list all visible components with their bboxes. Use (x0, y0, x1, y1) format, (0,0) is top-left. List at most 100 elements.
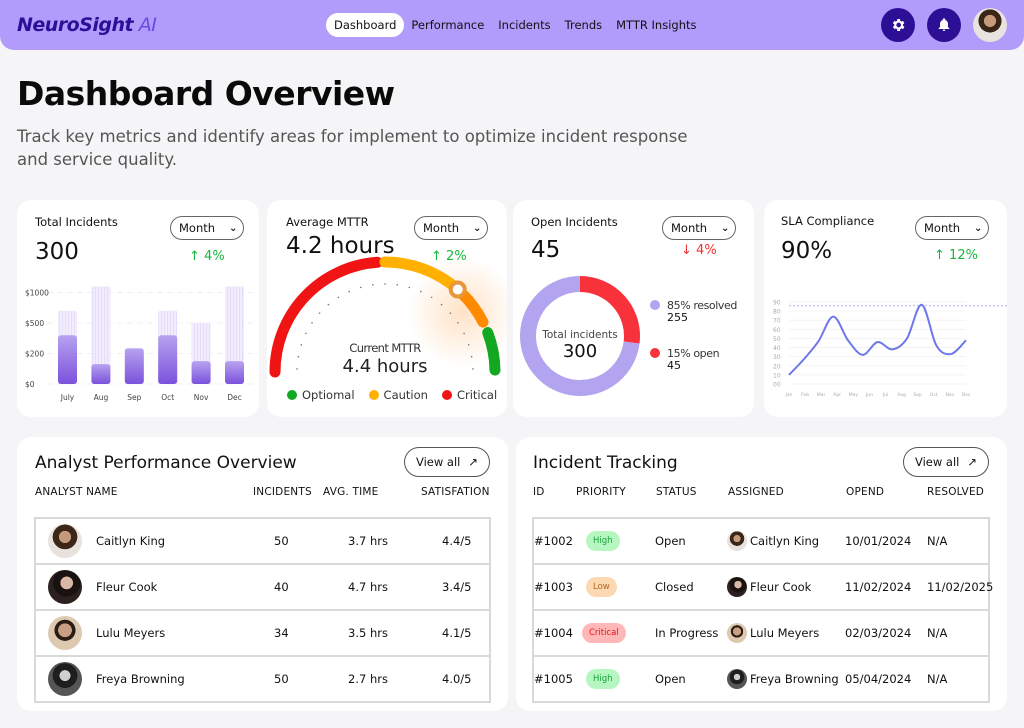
brand-name: NeuroSight (17, 14, 134, 36)
table-row[interactable]: Fleur Cook 40 4.7 hrs 3.4/5 (36, 565, 489, 609)
delta-value: 12% (949, 248, 978, 263)
open-incidents-donut: Total incidents 300 85% resolved 255 15%… (520, 276, 737, 396)
column-header[interactable]: ASSIGNED (728, 486, 784, 498)
arrow-up-icon: ↑ (934, 248, 945, 263)
column-header[interactable]: STATUS (656, 486, 697, 498)
gauge-tick (408, 286, 411, 289)
card-value: 4.2 hours (286, 233, 395, 259)
settings-button[interactable] (881, 8, 915, 42)
sla-line-chart: 00 10 20 30 40 50 60 70 80 90 Jan Feb Mar Apr May Jun Ju… (773, 300, 1007, 398)
bar (91, 364, 111, 384)
column-header[interactable]: SATISFATION (421, 486, 490, 498)
incident-status: Open (655, 534, 686, 548)
card-value: 300 (35, 239, 79, 265)
legend-resolved-value: 255 (667, 311, 688, 324)
gauge-tick (296, 368, 298, 370)
section-title: Analyst Performance Overview (35, 453, 297, 473)
resolved-date: N/A (927, 672, 948, 686)
nav-incidents[interactable]: Incidents (498, 18, 551, 32)
arrow-up-right-icon: ↗ (468, 455, 479, 469)
notifications-button[interactable] (927, 8, 961, 42)
legend-label: Caution (383, 388, 428, 402)
bar-background (91, 286, 111, 384)
nav-trends[interactable]: Trends (564, 18, 603, 32)
satisfaction: 4.4/5 (442, 534, 472, 548)
satisfaction: 4.1/5 (442, 626, 472, 640)
incidents-bar-chart: $0 $200 $500 $1000 July Aug Sep Oct Nov Dec (25, 286, 253, 402)
column-header[interactable]: ANALYST NAME (35, 486, 118, 498)
view-all-analysts-button[interactable]: View all ↗ (404, 447, 490, 477)
y-tick-label: 60 (773, 327, 781, 334)
x-tick-label: Sep (913, 392, 922, 398)
assignee-name: Lulu Meyers (750, 626, 820, 640)
period-dropdown[interactable]: Month ⌄ (915, 216, 989, 240)
satisfaction: 3.4/5 (442, 580, 472, 594)
period-dropdown[interactable]: Month ⌄ (662, 216, 736, 240)
incident-table: #1002 High Open Caitlyn King 10/01/2024 … (532, 517, 993, 703)
brand-logo[interactable]: NeuroSight AI (17, 14, 157, 36)
legend-item-critical: Critical (441, 388, 497, 402)
incident-id: #1002 (534, 534, 573, 548)
table-row[interactable]: #1005 High Open Freya Browning 05/04/202… (534, 657, 988, 701)
avg-time: 4.7 hrs (348, 580, 388, 594)
card-value: 45 (531, 237, 561, 263)
column-header[interactable]: OPEND (846, 486, 885, 498)
bar (191, 361, 211, 384)
bar (58, 335, 77, 384)
table-row[interactable]: Freya Browning 50 2.7 hrs 4.0/5 (36, 657, 489, 701)
card-title: Open Incidents (531, 215, 618, 229)
gauge-marker (448, 280, 467, 299)
card-value: 90% (781, 238, 833, 264)
legend-dot (441, 390, 452, 400)
chevron-down-icon: ⌄ (721, 222, 730, 234)
column-header[interactable]: RESOLVED (927, 486, 985, 498)
gauge-segment-caution (379, 256, 462, 294)
gauge-tick (305, 332, 307, 335)
gauge-tick (396, 284, 399, 286)
nav-dashboard[interactable]: Dashboard (326, 13, 405, 37)
column-header[interactable]: PRIORITY (576, 486, 626, 498)
legend-dot (287, 390, 297, 400)
bar (225, 361, 244, 384)
column-header[interactable]: AVG. TIME (323, 486, 379, 498)
gauge-tick (457, 321, 459, 324)
x-tick-label: May (849, 392, 859, 398)
arrow-up-right-icon: ↗ (967, 455, 978, 469)
x-tick-label: Sep (127, 393, 141, 402)
period-dropdown[interactable]: Month ⌄ (170, 216, 244, 240)
view-all-incidents-button[interactable]: View all ↗ (903, 447, 989, 477)
column-header[interactable]: INCIDENTS (253, 486, 312, 498)
x-tick-label: Aug (897, 392, 906, 398)
user-avatar[interactable] (973, 8, 1007, 42)
avatar (727, 531, 747, 551)
gauge-tick (318, 312, 321, 314)
incident-status: Closed (655, 580, 694, 594)
y-tick-label: 70 (773, 318, 781, 325)
legend-open-label: 15% open (667, 347, 720, 360)
table-row[interactable]: #1003 Low Closed Fleur Cook 11/02/2024 1… (534, 565, 993, 609)
table-row[interactable]: #1002 High Open Caitlyn King 10/01/2024 … (534, 519, 988, 563)
gauge-tick (297, 355, 300, 358)
period-dropdown[interactable]: Month ⌄ (414, 216, 488, 240)
table-row[interactable]: Caitlyn King 50 3.7 hrs 4.4/5 (36, 519, 489, 563)
opened-date: 05/04/2024 (845, 672, 912, 686)
analyst-performance-panel: Analyst Performance Overview View all ↗ A… (17, 437, 508, 711)
gauge-glow (408, 257, 507, 367)
column-header[interactable]: ID (533, 486, 545, 498)
nav-mttr-insights[interactable]: MTTR Insights (616, 18, 697, 32)
gauge-center-value: 4.4 hours (343, 356, 428, 377)
donut-slice-open (579, 276, 640, 344)
x-tick-label: Dec (962, 392, 971, 398)
table-row[interactable]: Lulu Meyers 34 3.5 hrs 4.1/5 (36, 611, 489, 655)
incident-status: In Progress (655, 626, 719, 640)
gauge-tick (470, 355, 473, 358)
assignee-name: Freya Browning (750, 672, 839, 686)
satisfaction: 4.0/5 (442, 672, 472, 686)
opened-date: 11/02/2024 (845, 580, 912, 594)
donut-slice-resolved (520, 276, 640, 396)
nav-performance[interactable]: Performance (411, 18, 485, 32)
period-label: Month (179, 221, 216, 235)
table-row[interactable]: #1004 Critical In Progress Lulu Meyers 0… (534, 611, 988, 655)
gauge-tick (300, 344, 303, 346)
incidents-count: 50 (274, 672, 289, 686)
